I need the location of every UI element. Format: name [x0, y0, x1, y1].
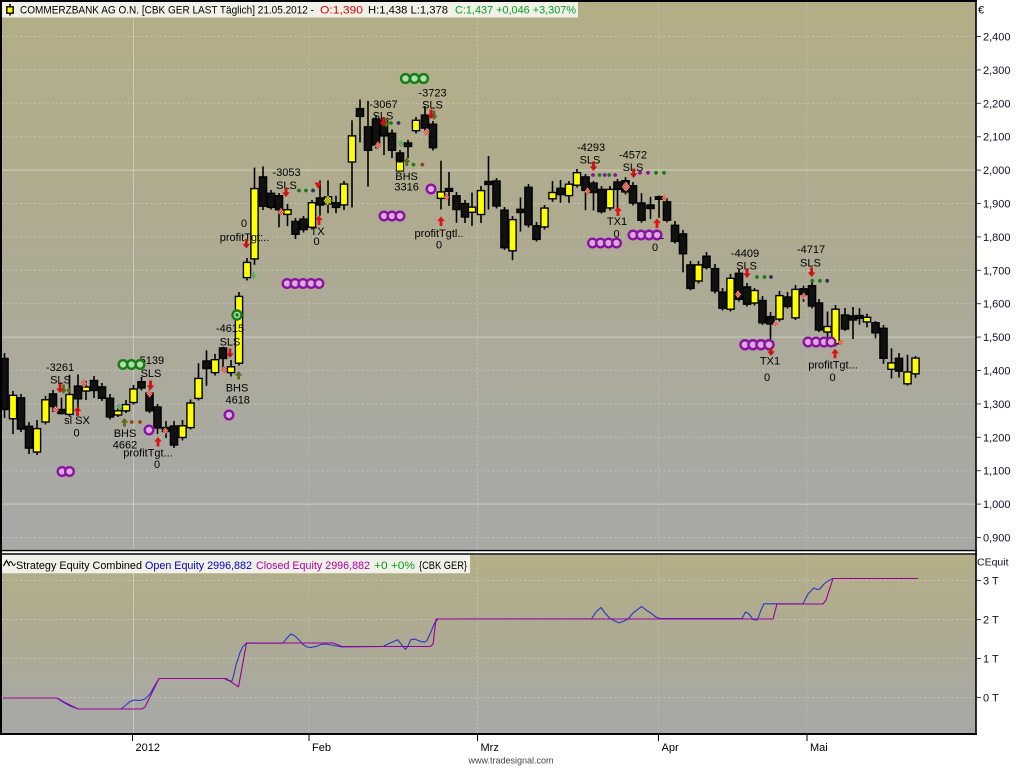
svg-text:1,600: 1,600: [983, 299, 1011, 311]
svg-text:profitTgt:..: profitTgt:..: [220, 232, 270, 244]
svg-text:profitTgtl..: profitTgtl..: [415, 228, 464, 240]
svg-text:Closed Equity 2996,882: Closed Equity 2996,882: [256, 560, 370, 572]
svg-text:BHS: BHS: [395, 171, 418, 183]
svg-text:SLS: SLS: [276, 180, 297, 192]
svg-text:2,200: 2,200: [983, 98, 1011, 110]
svg-text:1,300: 1,300: [983, 399, 1011, 411]
svg-text:www.tradesignal.com: www.tradesignal.com: [467, 756, 553, 766]
svg-text:BHS: BHS: [226, 383, 249, 395]
svg-text:Open Equity 2996,882: Open Equity 2996,882: [145, 560, 252, 572]
svg-text:profitTgt...: profitTgt...: [123, 448, 173, 460]
svg-text:-4717: -4717: [797, 244, 825, 256]
svg-text:Mai: Mai: [810, 742, 828, 754]
svg-text:0: 0: [652, 242, 658, 254]
svg-text:TX1: TX1: [607, 216, 627, 228]
svg-text:0: 0: [613, 229, 619, 241]
svg-text:C:1,437 +0,046 +3,307%: C:1,437 +0,046 +3,307%: [455, 5, 576, 17]
svg-text:2012: 2012: [136, 742, 160, 754]
svg-text:1,000: 1,000: [983, 499, 1011, 511]
svg-text:SLS: SLS: [50, 375, 71, 387]
svg-text:profitTgt...: profitTgt...: [808, 360, 858, 372]
svg-text:Mrz: Mrz: [481, 742, 499, 754]
svg-text:0: 0: [74, 428, 80, 440]
svg-text:COMMERZBANK AG O.N. [CBK GER: COMMERZBANK AG O.N. [CBK GER LAST Täglic…: [20, 5, 314, 17]
svg-text:TX1: TX1: [760, 356, 780, 368]
svg-text:1,200: 1,200: [983, 432, 1011, 444]
svg-text:0: 0: [764, 372, 770, 384]
svg-text:€: €: [978, 5, 984, 17]
svg-text:BHS: BHS: [114, 428, 137, 440]
svg-text:0: 0: [154, 459, 160, 471]
svg-text:2,100: 2,100: [983, 132, 1011, 144]
svg-text:1,500: 1,500: [983, 332, 1011, 344]
svg-text:-3067: -3067: [369, 99, 397, 111]
svg-text:SLS: SLS: [373, 111, 394, 123]
svg-text:0: 0: [241, 218, 247, 230]
svg-text:SLS: SLS: [736, 261, 757, 273]
svg-text:+0 +0%: +0 +0%: [374, 560, 415, 572]
svg-text:3 T: 3 T: [983, 576, 999, 588]
svg-text:1,100: 1,100: [983, 466, 1011, 478]
svg-text:1 T: 1 T: [983, 654, 999, 666]
svg-text:0: 0: [314, 236, 320, 248]
svg-text:-4572: -4572: [619, 150, 647, 162]
svg-text:1,400: 1,400: [983, 366, 1011, 378]
svg-text:SLS: SLS: [141, 368, 162, 380]
svg-text:-4409: -4409: [731, 248, 759, 260]
svg-text:Strategy Equity Combined: Strategy Equity Combined: [16, 560, 142, 572]
svg-text:0: 0: [436, 240, 442, 252]
svg-text:Apr: Apr: [662, 742, 679, 754]
svg-text:Feb: Feb: [312, 742, 331, 754]
svg-text:SLS: SLS: [800, 258, 821, 270]
svg-text:1,800: 1,800: [983, 232, 1011, 244]
svg-text:sl SX: sl SX: [64, 415, 90, 427]
svg-text:2,000: 2,000: [983, 165, 1011, 177]
svg-text:1,900: 1,900: [983, 199, 1011, 211]
svg-text:-3261: -3261: [46, 362, 74, 374]
svg-text:-3053: -3053: [272, 167, 300, 179]
svg-text:SLS: SLS: [220, 337, 241, 349]
svg-text:SLS: SLS: [422, 100, 443, 112]
svg-text:1,700: 1,700: [983, 265, 1011, 277]
svg-text:0,900: 0,900: [983, 533, 1011, 545]
svg-text:2,300: 2,300: [983, 65, 1011, 77]
svg-text:SLS: SLS: [623, 162, 644, 174]
svg-text:CEquit: CEquit: [977, 557, 1009, 569]
svg-text:4618: 4618: [225, 395, 249, 407]
svg-text:2 T: 2 T: [983, 615, 999, 627]
svg-text:SLS: SLS: [580, 155, 601, 167]
svg-text:TX: TX: [310, 226, 325, 238]
svg-text:-4293: -4293: [577, 142, 605, 154]
svg-text:0 T: 0 T: [983, 693, 999, 705]
svg-text:2,400: 2,400: [983, 32, 1011, 44]
svg-text:H:1,438 L:1,378: H:1,438 L:1,378: [368, 5, 448, 17]
svg-text:4662: 4662: [113, 440, 137, 452]
svg-text:-3723: -3723: [418, 88, 446, 100]
svg-text:0: 0: [829, 372, 835, 384]
svg-text:{CBK GER}: {CBK GER}: [419, 560, 467, 572]
svg-text:3316: 3316: [394, 182, 418, 194]
svg-text:O:1,390: O:1,390: [320, 5, 363, 17]
svg-text:-4615: -4615: [216, 323, 244, 335]
